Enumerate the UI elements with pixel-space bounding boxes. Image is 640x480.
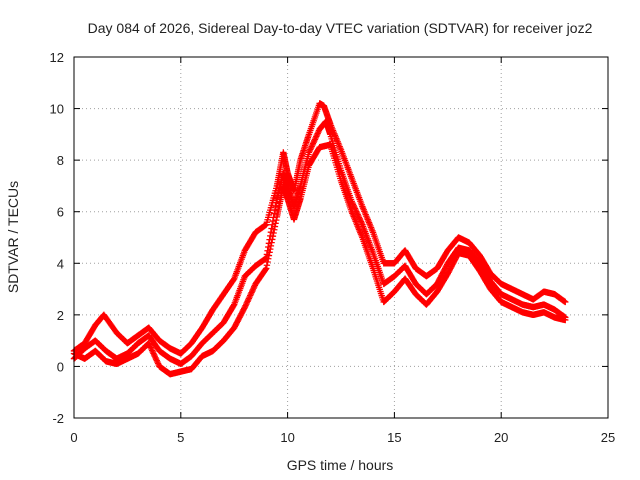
series-track-3: [70, 141, 569, 378]
data-point: [270, 229, 277, 237]
data-point: [266, 249, 273, 256]
data-point: [249, 287, 256, 295]
data-point: [312, 134, 319, 142]
data-point: [150, 351, 158, 359]
x-tick-label: 15: [387, 430, 401, 445]
data-point: [562, 316, 569, 324]
data-point: [241, 303, 249, 311]
data-point: [311, 136, 319, 143]
data-point: [267, 245, 274, 253]
y-tick-label: 6: [57, 205, 64, 220]
data-point: [245, 296, 252, 304]
data-point: [271, 206, 279, 214]
data-point: [307, 144, 315, 152]
data-point: [243, 301, 250, 308]
x-tick-label: 10: [280, 430, 294, 445]
chart-title: Day 084 of 2026, Sidereal Day-to-day VTE…: [88, 20, 593, 36]
data-point: [271, 223, 279, 230]
y-tick-label: 12: [50, 50, 64, 65]
data-point: [267, 242, 275, 250]
axis-ticks: 0 5 10 15 20 25 -2 0 2 4 6 8 10 12: [50, 50, 616, 445]
data-point: [273, 216, 280, 224]
data-point: [230, 302, 237, 309]
series-track-2: [70, 118, 569, 368]
data-point: [151, 353, 158, 360]
data-point: [244, 298, 251, 305]
data-point: [146, 341, 153, 348]
data-point: [351, 205, 359, 212]
data-point: [314, 130, 321, 137]
data-point: [272, 203, 279, 210]
data-point: [268, 239, 275, 246]
data-point: [154, 358, 161, 366]
data-point: [562, 298, 569, 306]
plot-frame: [73, 56, 609, 419]
data-point: [265, 252, 273, 259]
data-point: [148, 345, 155, 353]
data-point: [355, 214, 363, 221]
x-tick-label: 5: [177, 430, 184, 445]
data-point: [263, 262, 271, 269]
data-point: [356, 215, 363, 223]
data-point: [305, 149, 313, 156]
data-point: [313, 133, 320, 140]
data-point: [357, 217, 364, 224]
data-point: [272, 220, 279, 227]
y-tick-label: 4: [57, 256, 64, 271]
data-point: [247, 292, 254, 299]
data-point: [269, 236, 276, 243]
data-point: [262, 266, 269, 273]
data-point: [310, 139, 317, 146]
data-point: [311, 137, 318, 145]
data-point: [309, 140, 317, 147]
data-point: [251, 283, 258, 291]
data-point: [243, 299, 251, 306]
x-tick-label: 0: [70, 430, 77, 445]
data-point: [145, 340, 152, 347]
data-point: [315, 128, 322, 136]
y-axis-label: SDTVAR / TECUs: [5, 181, 21, 293]
x-tick-label: 25: [601, 430, 615, 445]
data-point: [357, 218, 365, 225]
y-tick-label: 8: [57, 153, 64, 168]
data-point: [148, 347, 156, 354]
data-point: [242, 302, 249, 309]
data-layer: [70, 100, 569, 378]
data-point: [306, 147, 313, 155]
data-point: [269, 233, 277, 240]
data-point: [152, 354, 159, 361]
data-point: [146, 342, 154, 350]
data-point: [247, 290, 255, 298]
data-point: [246, 293, 253, 301]
data-point: [308, 143, 315, 150]
data-point: [263, 265, 270, 272]
data-point: [249, 286, 257, 293]
x-axis-label: GPS time / hours: [287, 457, 394, 473]
data-point: [149, 348, 156, 356]
y-tick-label: 2: [57, 308, 64, 323]
data-point: [150, 350, 157, 357]
data-point: [245, 295, 253, 302]
data-point: [154, 360, 162, 367]
x-tick-label: 20: [494, 430, 508, 445]
data-point: [309, 141, 316, 149]
data-point: [265, 255, 272, 262]
y-tick-label: 0: [57, 359, 64, 374]
data-point: [358, 219, 365, 227]
data-point: [248, 289, 255, 296]
data-point: [152, 355, 160, 363]
data-point: [250, 285, 257, 292]
y-tick-label: -2: [52, 411, 64, 426]
data-point: [271, 226, 278, 233]
y-tick-label: 10: [50, 102, 64, 117]
data-point: [307, 146, 314, 153]
data-point: [313, 131, 321, 139]
data-point: [153, 357, 160, 364]
data-point: [264, 258, 271, 266]
data-point: [147, 344, 154, 351]
